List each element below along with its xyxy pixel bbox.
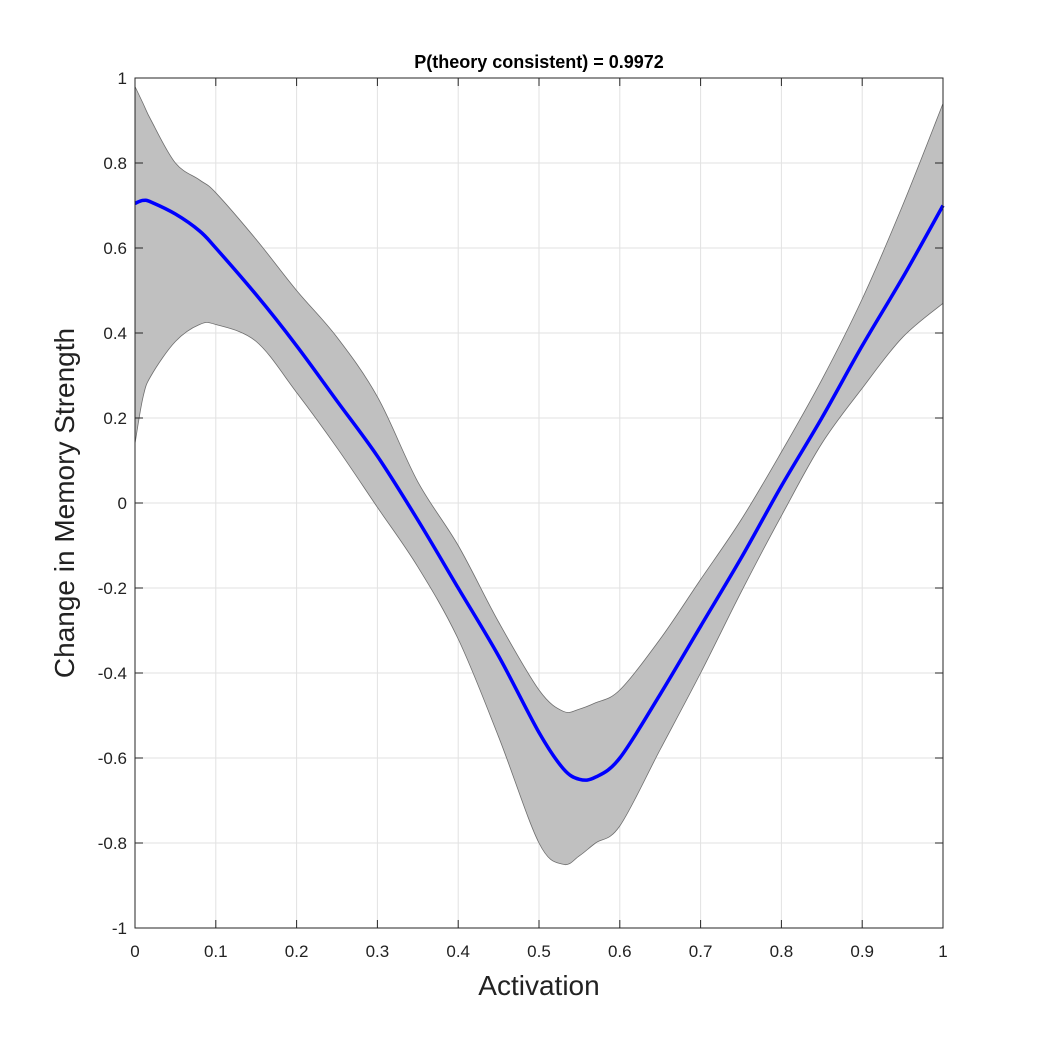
- y-tick-label: 0.4: [103, 324, 127, 343]
- x-tick-label: 1: [938, 942, 947, 961]
- axis-ticks: 0 0.1 0.2 0.3 0.4 0.5 0.6 0.7 0.8 0.9 1 1 0.8 0.6 0.4 0…: [98, 69, 948, 961]
- x-tick-label: 0.4: [446, 942, 470, 961]
- x-tick-label: 0.3: [366, 942, 390, 961]
- x-tick-label: 0.1: [204, 942, 228, 961]
- y-tick-label: -0.6: [98, 749, 127, 768]
- x-tick-label: 0.9: [850, 942, 874, 961]
- x-tick-label: 0.6: [608, 942, 632, 961]
- y-axis-title: Change in Memory Strength: [49, 328, 80, 678]
- x-tick-label: 0.7: [689, 942, 713, 961]
- y-tick-label: 0.8: [103, 154, 127, 173]
- mean-line: [134, 198, 945, 782]
- y-tick-label: -0.2: [98, 579, 127, 598]
- x-tick-label: 0.2: [285, 942, 309, 961]
- y-tick-label: 0.6: [103, 239, 127, 258]
- x-tick-label: 0.8: [770, 942, 794, 961]
- y-tick-label: -0.8: [98, 834, 127, 853]
- y-tick-label: 0.2: [103, 409, 127, 428]
- y-tick-label: 1: [118, 69, 127, 88]
- chart-title: P(theory consistent) = 0.9972: [414, 52, 664, 72]
- y-tick-label: -1: [112, 919, 127, 938]
- y-tick-label: 0: [118, 494, 127, 513]
- x-axis-title: Activation: [478, 970, 599, 1001]
- x-tick-label: 0.5: [527, 942, 551, 961]
- y-tick-label: -0.4: [98, 664, 127, 683]
- mean-line-layer: [134, 198, 945, 782]
- x-tick-label: 0: [130, 942, 139, 961]
